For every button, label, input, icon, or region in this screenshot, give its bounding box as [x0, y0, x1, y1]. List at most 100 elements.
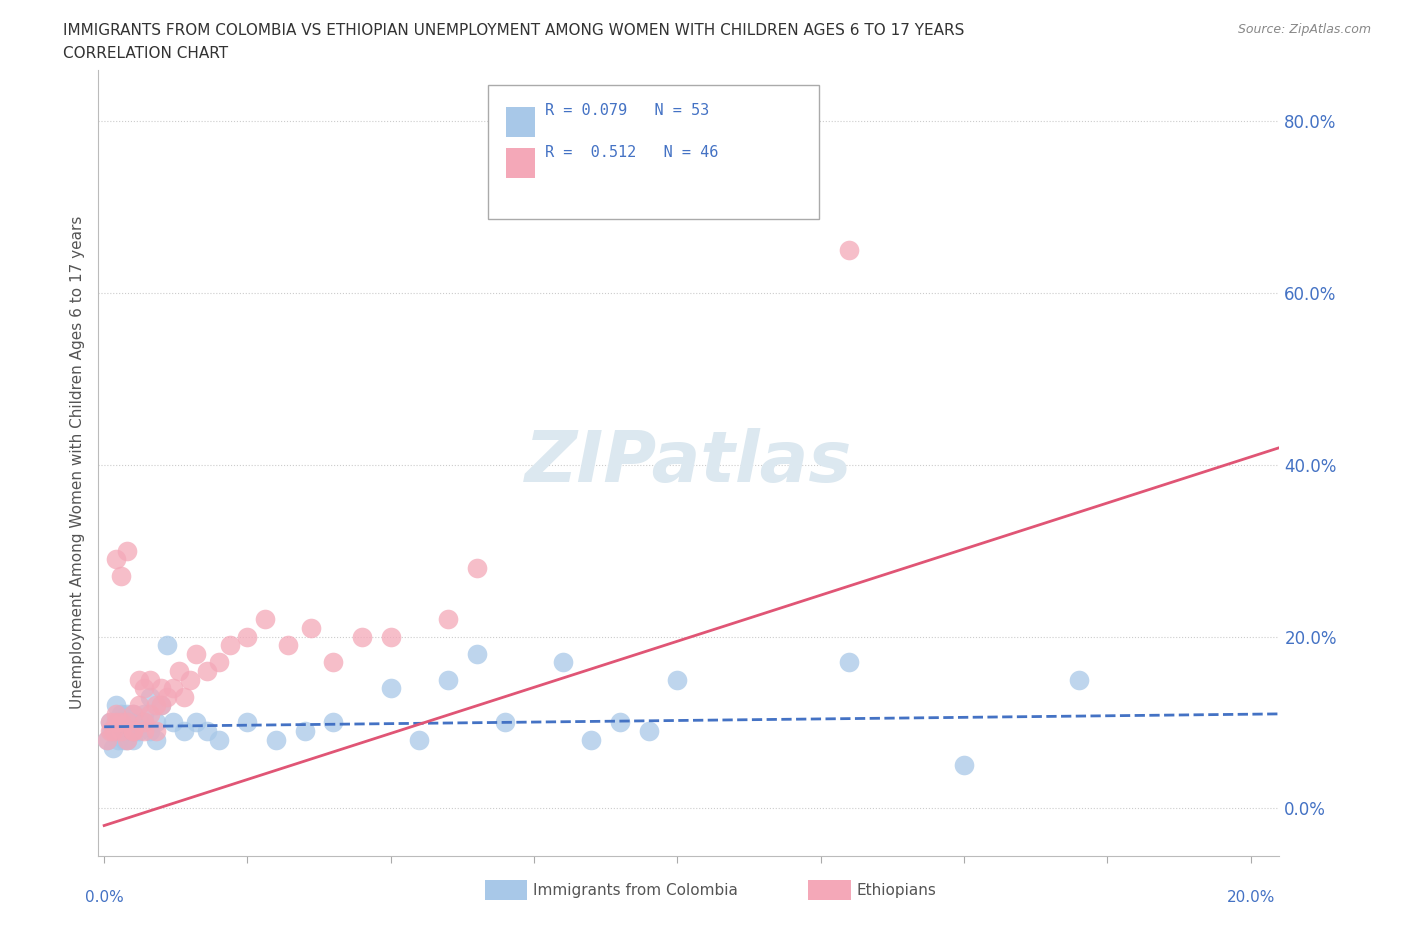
Point: [98, 715, 121, 730]
Text: Source: ZipAtlas.com: Source: ZipAtlas.com: [1237, 23, 1371, 36]
Point: [104, 715, 127, 730]
Point: [179, 672, 201, 687]
Point: [322, 655, 344, 670]
Point: [666, 672, 689, 687]
Point: [112, 732, 135, 747]
Point: [96, 732, 118, 747]
Point: [128, 698, 150, 712]
Point: [121, 707, 143, 722]
Point: [104, 715, 127, 730]
Point: [100, 724, 122, 738]
Point: [352, 630, 374, 644]
Point: [98, 724, 121, 738]
Point: [294, 724, 316, 738]
Point: [128, 724, 150, 738]
Point: [150, 681, 173, 696]
Point: [121, 707, 143, 722]
Point: [101, 741, 124, 756]
Point: [253, 612, 276, 627]
Point: [156, 689, 179, 704]
Point: [173, 689, 195, 704]
Point: [380, 630, 402, 644]
Point: [162, 715, 184, 730]
Point: [139, 672, 162, 687]
Point: [115, 715, 138, 730]
Point: [121, 715, 143, 730]
Point: [104, 551, 127, 566]
Point: [115, 707, 138, 722]
Point: [322, 715, 344, 730]
Text: ZIPatlas: ZIPatlas: [526, 428, 852, 498]
Text: 20.0%: 20.0%: [1226, 890, 1275, 905]
FancyBboxPatch shape: [488, 86, 818, 219]
Text: IMMIGRANTS FROM COLOMBIA VS ETHIOPIAN UNEMPLOYMENT AMONG WOMEN WITH CHILDREN AGE: IMMIGRANTS FROM COLOMBIA VS ETHIOPIAN UN…: [63, 23, 965, 38]
Point: [156, 638, 179, 653]
Text: 0.0%: 0.0%: [84, 890, 124, 905]
Point: [110, 724, 132, 738]
Point: [145, 698, 167, 712]
Point: [637, 724, 659, 738]
Point: [134, 707, 156, 722]
Point: [145, 724, 167, 738]
Point: [437, 612, 460, 627]
Point: [236, 715, 259, 730]
Point: [115, 543, 138, 558]
Text: CORRELATION CHART: CORRELATION CHART: [63, 46, 228, 61]
Point: [139, 707, 162, 722]
Point: [150, 698, 173, 712]
Point: [134, 681, 156, 696]
Point: [195, 663, 218, 678]
Point: [110, 724, 132, 738]
Point: [208, 732, 231, 747]
Point: [115, 724, 138, 738]
Point: [128, 672, 150, 687]
Point: [139, 724, 162, 738]
Point: [104, 724, 127, 738]
Point: [110, 569, 132, 584]
Point: [208, 655, 231, 670]
Text: Immigrants from Colombia: Immigrants from Colombia: [533, 883, 738, 897]
Point: [408, 732, 430, 747]
Point: [121, 724, 143, 738]
Point: [104, 707, 127, 722]
Point: [110, 724, 132, 738]
Point: [838, 655, 860, 670]
Point: [495, 715, 517, 730]
Point: [162, 681, 184, 696]
Text: R = 0.079   N = 53: R = 0.079 N = 53: [546, 103, 709, 118]
Point: [465, 646, 488, 661]
Point: [115, 715, 138, 730]
Point: [299, 620, 322, 635]
Point: [236, 630, 259, 644]
Point: [953, 758, 976, 773]
Point: [98, 715, 121, 730]
Point: [380, 681, 402, 696]
Point: [551, 655, 574, 670]
Point: [219, 638, 242, 653]
Point: [465, 561, 488, 576]
Point: [184, 715, 207, 730]
Point: [115, 732, 138, 747]
Point: [581, 732, 603, 747]
Point: [110, 715, 132, 730]
Point: [104, 698, 127, 712]
Point: [121, 724, 143, 738]
Point: [264, 732, 287, 747]
Point: [195, 724, 218, 738]
Point: [609, 715, 631, 730]
Point: [184, 646, 207, 661]
Point: [134, 715, 156, 730]
Point: [128, 715, 150, 730]
Point: [139, 689, 162, 704]
Point: [96, 732, 118, 747]
Point: [173, 724, 195, 738]
Text: Ethiopians: Ethiopians: [856, 883, 936, 897]
Point: [1067, 672, 1090, 687]
Point: [110, 707, 132, 722]
Bar: [506, 107, 536, 137]
Point: [145, 732, 167, 747]
Point: [145, 715, 167, 730]
Point: [107, 732, 129, 747]
Point: [115, 732, 138, 747]
Point: [134, 724, 156, 738]
